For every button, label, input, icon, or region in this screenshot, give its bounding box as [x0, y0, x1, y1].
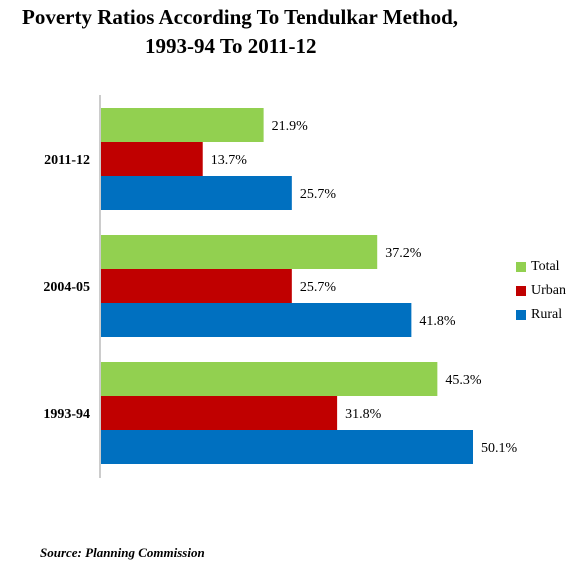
category-label: 2004-05 — [43, 280, 90, 295]
legend-label: Rural — [531, 307, 563, 322]
bar-urban — [101, 396, 338, 430]
legend-swatch — [516, 262, 526, 272]
bar-rural — [101, 430, 473, 464]
category-label: 1993-94 — [43, 407, 90, 422]
legend-label: Urban — [531, 283, 566, 298]
bar-total — [101, 362, 438, 396]
bar-urban — [101, 269, 292, 303]
legend-swatch — [516, 286, 526, 296]
data-label: 31.8% — [345, 407, 382, 422]
data-label: 25.7% — [300, 280, 337, 295]
bar-total — [101, 235, 378, 269]
legend-item-total: Total — [516, 255, 566, 279]
legend-swatch — [516, 310, 526, 320]
data-label: 25.7% — [300, 187, 337, 202]
bar-total — [101, 108, 264, 142]
chart-title-line1: Poverty Ratios According To Tendulkar Me… — [22, 5, 458, 29]
data-label: 13.7% — [211, 153, 248, 168]
legend-label: Total — [531, 259, 560, 274]
bar-urban — [101, 142, 203, 176]
data-label: 41.8% — [419, 314, 456, 329]
bar-rural — [101, 176, 292, 210]
category-label: 2011-12 — [44, 153, 90, 168]
data-label: 45.3% — [445, 373, 482, 388]
legend-item-urban: Urban — [516, 279, 566, 303]
data-label: 37.2% — [385, 246, 422, 261]
data-label: 50.1% — [481, 441, 518, 456]
legend-item-rural: Rural — [516, 303, 566, 327]
chart-title-line2: 1993-94 To 2011-12 — [145, 34, 317, 58]
data-label: 21.9% — [272, 119, 309, 134]
source-note: Source: Planning Commission — [40, 545, 205, 560]
bar-rural — [101, 303, 412, 337]
legend: Total Urban Rural — [516, 255, 566, 327]
